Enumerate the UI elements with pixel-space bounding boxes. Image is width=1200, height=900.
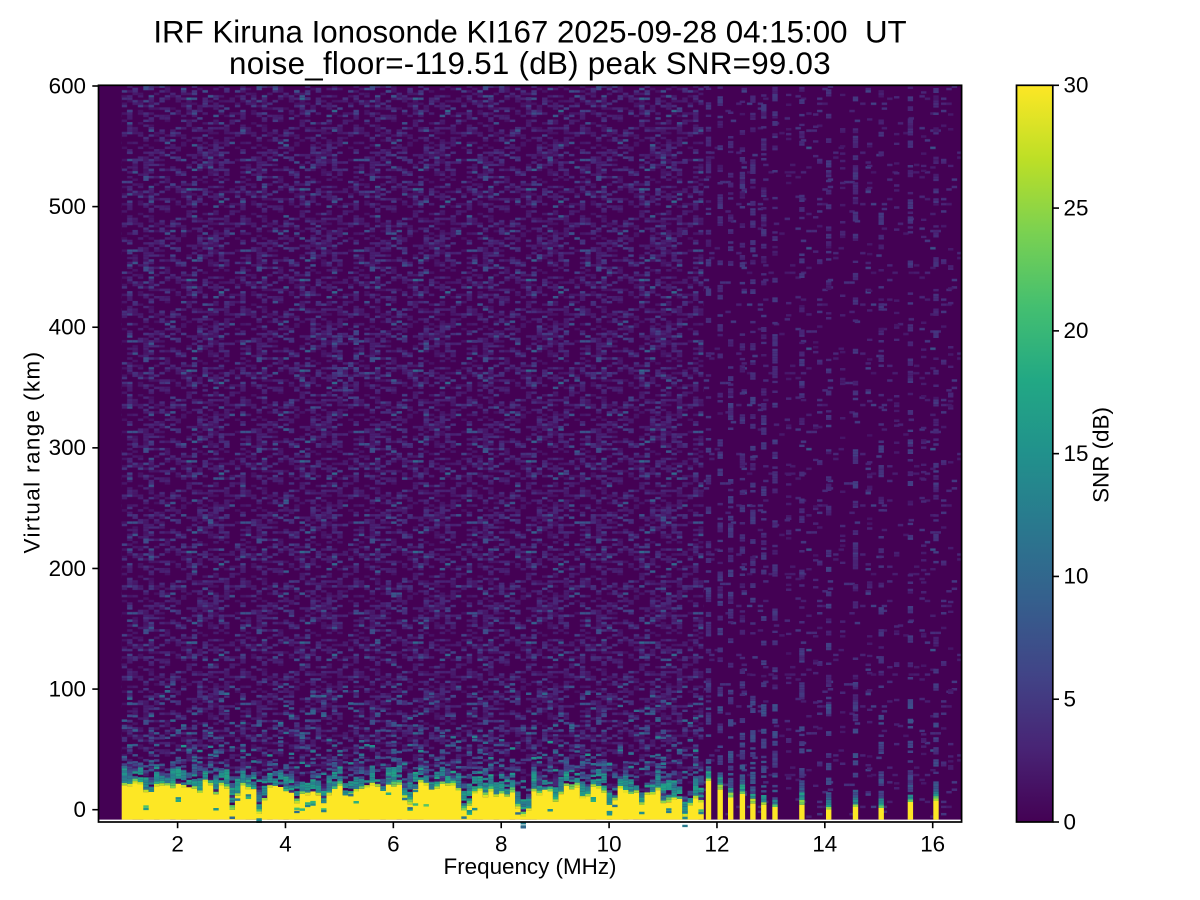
svg-text:30: 30 [1064,73,1089,98]
svg-text:300: 300 [49,435,86,460]
svg-text:20: 20 [1064,318,1089,343]
svg-text:200: 200 [49,556,86,581]
svg-text:noise_floor=-119.51 (dB) peak: noise_floor=-119.51 (dB) peak SNR=99.03 [229,46,831,81]
svg-text:600: 600 [49,73,86,98]
svg-text:10: 10 [1064,564,1089,589]
svg-text:15: 15 [1064,441,1089,466]
svg-text:16: 16 [920,832,945,857]
svg-text:14: 14 [812,832,837,857]
svg-text:SNR (dB): SNR (dB) [1089,407,1114,503]
svg-text:4: 4 [279,832,291,857]
svg-text:0: 0 [74,797,86,822]
svg-text:2: 2 [171,832,183,857]
svg-text:8: 8 [495,832,507,857]
svg-text:400: 400 [49,315,86,340]
svg-text:5: 5 [1064,687,1076,712]
svg-text:Frequency (MHz): Frequency (MHz) [444,854,617,879]
svg-text:10: 10 [597,832,622,857]
svg-text:IRF Kiruna Ionosonde KI167 202: IRF Kiruna Ionosonde KI167 2025-09-28 04… [153,14,906,49]
svg-text:100: 100 [49,676,86,701]
svg-text:25: 25 [1064,195,1089,220]
svg-text:500: 500 [49,194,86,219]
svg-text:0: 0 [1064,809,1076,834]
svg-text:6: 6 [387,832,399,857]
svg-text:Virtual range (km): Virtual range (km) [20,351,45,554]
svg-text:12: 12 [705,832,730,857]
